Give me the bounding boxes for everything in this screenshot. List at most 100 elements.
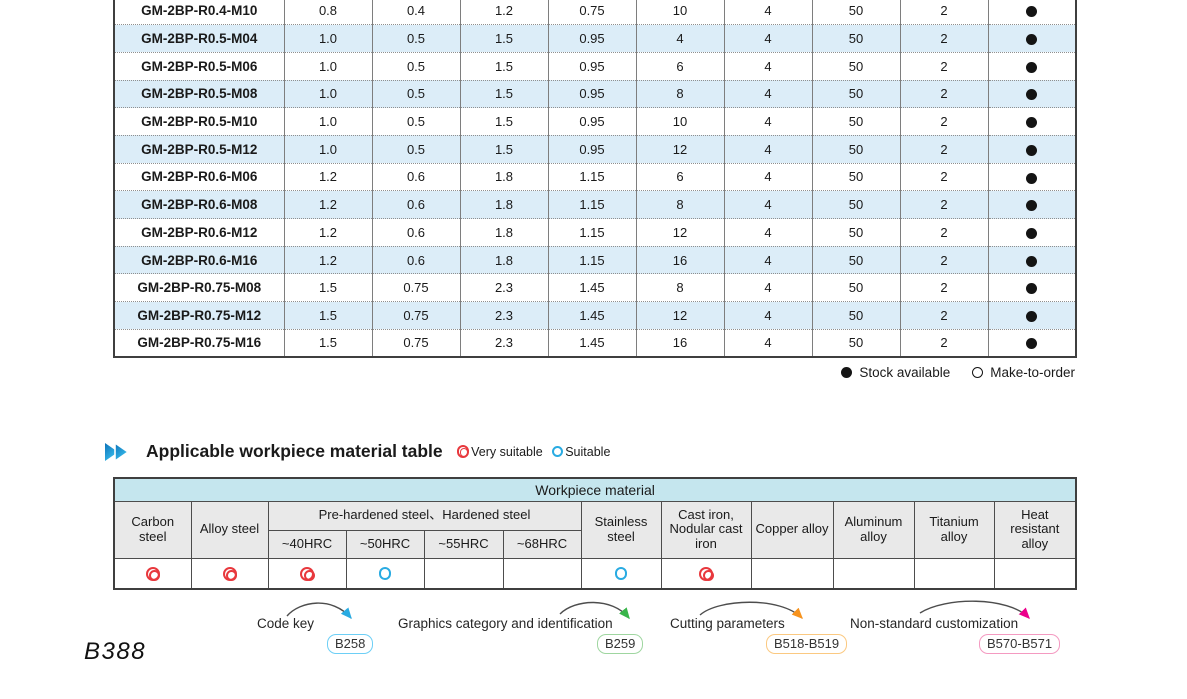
spec-value: 2 [899,162,988,191]
model-number: GM-2BP-R0.5-M10 [114,107,284,136]
col-header-alloy-steel: Alloy steel [190,500,269,559]
spec-value: 1.8 [459,218,548,247]
suitability-cell [190,557,269,590]
spec-value: 1.45 [547,328,636,357]
spec-value: 50 [811,245,900,274]
stock-cell [987,218,1076,247]
spec-value: 8 [635,190,724,219]
stock-available-dot [1026,310,1038,322]
spec-value: 1.2 [283,218,372,247]
code-key-arrow [286,602,352,620]
spec-value: 2 [899,51,988,81]
stock-cell [987,245,1076,274]
page-ref-badge-b570[interactable]: B570-B571 [979,634,1061,654]
spec-value: 0.95 [547,134,636,164]
spec-value: 2 [899,273,988,302]
spec-value: 2 [899,301,988,330]
spec-value: 50 [811,218,900,247]
very-suitable-label: Very suitable [471,444,543,459]
spec-value: 0.5 [371,107,460,136]
stock-cell [987,162,1076,191]
page-ref-badge-b259[interactable]: B259 [597,634,644,654]
stock-cell [987,301,1076,330]
spec-value: 4 [723,301,812,330]
model-number: GM-2BP-R0.6-M08 [114,190,284,219]
very-suitable-mark [145,566,161,582]
suitability-cell [660,557,752,590]
stock-cell [987,51,1076,81]
spec-value: 2.3 [459,301,548,330]
stock-available-dot [1026,61,1038,73]
spec-value: 1.2 [283,190,372,219]
spec-value: 8 [635,273,724,302]
spec-value: 16 [635,245,724,274]
col-header-40hrc: ~40HRC [267,529,347,559]
stock-cell [987,134,1076,164]
very-suitable-mark [222,566,237,582]
non-standard-arrow [919,600,1030,620]
spec-value: 0.75 [547,0,636,25]
spec-value: 0.6 [371,190,460,219]
spec-value: 2 [899,0,988,25]
suitability-cell [993,557,1077,590]
suitability-cell [113,557,192,590]
stock-available-dot [1026,283,1038,295]
spec-value: 0.5 [371,134,460,164]
stock-available-dot [1026,144,1038,156]
spec-value: 0.75 [371,273,460,302]
page-ref-badge-b258[interactable]: B258 [327,634,374,654]
make-to-order-icon [972,367,984,378]
spec-value: 0.5 [371,79,460,108]
code-key-label: Code key [257,616,315,631]
spec-value: 2 [899,190,988,219]
spec-value: 1.8 [459,190,548,219]
specification-table: GM-2BP-R0.4-M10 0.8 0.4 1.2 0.75 10 4 50 2 GM-2BP… [113,0,1077,358]
stock-cell [987,273,1076,302]
spec-value: 12 [635,134,724,164]
spec-value: 50 [811,79,900,108]
reference-arrows [286,600,1030,620]
spec-value: 4 [635,24,724,53]
stock-available-dot [1026,34,1038,46]
spec-value: 4 [723,190,812,219]
suitability-cell [580,557,662,590]
model-number: GM-2BP-R0.5-M12 [114,134,284,164]
spec-value: 1.15 [547,162,636,191]
page-ref-badge-b518[interactable]: B518-B519 [766,634,848,654]
spec-table-row: GM-2BP-R0.6-M08 1.2 0.6 1.8 1.15 8 4 50 2 [114,190,1076,219]
spec-value: 4 [723,162,812,191]
stock-cell [987,79,1076,108]
material-table-title: Workpiece material [113,477,1077,502]
stock-cell [987,328,1076,357]
spec-value: 2 [899,107,988,136]
spec-value: 10 [635,0,724,25]
col-header-stainless-steel: Stainless steel [580,500,662,559]
spec-value: 4 [723,273,812,302]
suitability-cell [750,557,834,590]
spec-value: 4 [723,218,812,247]
section-header: Applicable workpiece material table Very… [104,441,610,462]
spec-value: 16 [635,328,724,357]
suitable-mark [614,567,628,580]
stock-available-dot [1026,6,1038,18]
spec-value: 0.6 [371,218,460,247]
stock-cell [987,190,1076,219]
spec-value: 1.5 [459,107,548,136]
spec-value: 1.5 [283,328,372,357]
suitable-icon [551,445,564,458]
very-suitable-icon [456,445,470,458]
spec-value: 1.5 [459,51,548,81]
spec-value: 0.95 [547,107,636,136]
spec-table-row: GM-2BP-R0.6-M12 1.2 0.6 1.8 1.15 12 4 50 2 [114,218,1076,247]
spec-value: 4 [723,51,812,81]
spec-value: 12 [635,218,724,247]
spec-table-row: GM-2BP-R0.4-M10 0.8 0.4 1.2 0.75 10 4 50 2 [114,0,1076,25]
spec-value: 1.5 [283,273,372,302]
spec-value: 1.5 [283,301,372,330]
stock-available-dot [1026,89,1038,101]
model-number: GM-2BP-R0.5-M04 [114,24,284,53]
spec-value: 2 [899,245,988,274]
col-header-68hrc: ~68HRC [502,529,582,559]
specification-table-wrap: GM-2BP-R0.4-M10 0.8 0.4 1.2 0.75 10 4 50 2 GM-2BP… [113,0,1077,358]
spec-value: 50 [811,107,900,136]
